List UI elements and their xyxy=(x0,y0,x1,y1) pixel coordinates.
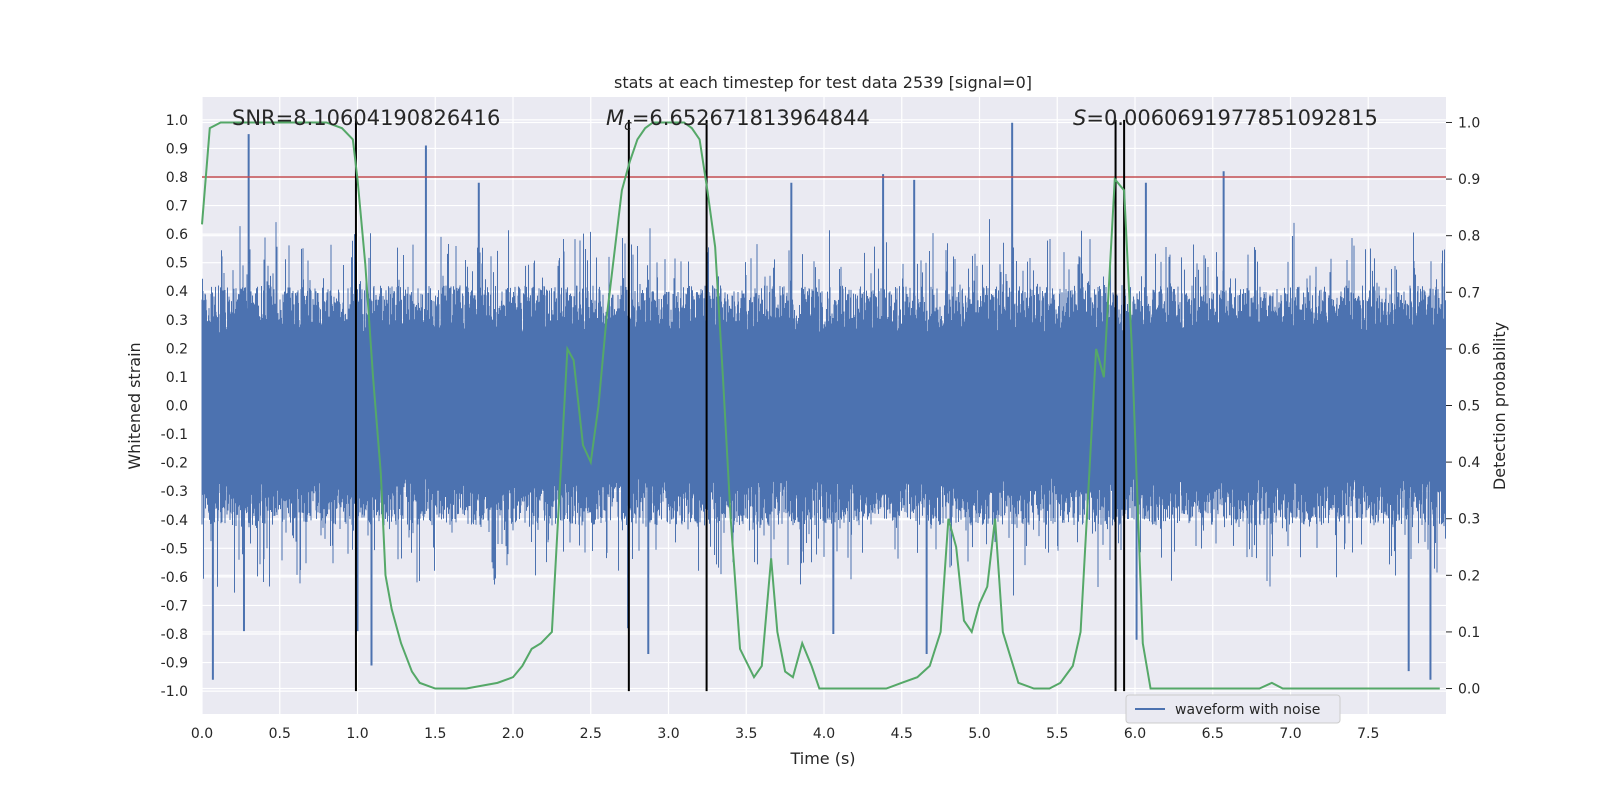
y-tick-label: 0.7 xyxy=(166,199,188,215)
y-tick-label: 0.5 xyxy=(166,256,188,272)
s-symbol: S xyxy=(1073,106,1086,130)
y2-tick-label: 0.6 xyxy=(1458,342,1480,358)
snr-annotation: SNR=8.10604190826416 xyxy=(232,106,500,130)
waveform-noise xyxy=(201,219,1446,596)
chart-title: stats at each timestep for test data 253… xyxy=(614,73,1032,92)
y2-tick-label: 0.4 xyxy=(1458,455,1480,471)
x-tick-label: 4.5 xyxy=(891,726,913,742)
y-tick-label: 0.6 xyxy=(166,227,188,243)
x-tick-label: 0.0 xyxy=(191,726,213,742)
x-tick-label: 1.5 xyxy=(424,726,446,742)
y2-tick-label: 0.9 xyxy=(1458,172,1480,188)
x-tick-label: 2.0 xyxy=(502,726,524,742)
x-tick-label: 4.0 xyxy=(813,726,835,742)
x-tick-label: 5.0 xyxy=(968,726,990,742)
legend-box xyxy=(1125,694,1341,724)
x-tick-label: 6.0 xyxy=(1124,726,1146,742)
x-tick-label: 3.5 xyxy=(735,726,757,742)
x-tick-label: 0.5 xyxy=(269,726,291,742)
y-tick-label: -1.0 xyxy=(161,684,188,700)
mc-value: =6.652671813964844 xyxy=(632,106,870,130)
x-tick-label: 7.0 xyxy=(1279,726,1301,742)
y2-tick-label: 0.2 xyxy=(1458,568,1480,584)
waveform-series xyxy=(201,122,1446,680)
y-tick-label: 0.4 xyxy=(166,284,188,300)
mc-subscript: c xyxy=(624,118,632,134)
y-tick-label: -0.1 xyxy=(161,427,188,443)
y2-tick-label: 0.3 xyxy=(1458,512,1480,528)
overlays xyxy=(202,119,1446,692)
y2-tick-label: 0.0 xyxy=(1458,682,1480,698)
x-tick-label: 2.5 xyxy=(580,726,602,742)
y-tick-label: -0.7 xyxy=(161,598,188,614)
mc-symbol: M xyxy=(606,106,624,130)
probability-line xyxy=(201,121,1440,690)
y-tick-labels: 1.0 0.9 0.8 0.7 0.6 0.5 0.4 0.3 0.2 0.1 0.0 -0.1 -0.… xyxy=(161,113,188,700)
legend: waveform with noise xyxy=(1125,694,1341,724)
y-tick-label: -0.6 xyxy=(161,570,188,586)
x-tick-labels: 0.0 0.5 1.0 1.5 2.0 2.5 3.0 3.5 4.0 4.5 5.0 5.5 6.0 6… xyxy=(191,726,1380,742)
y-tick-label: 0.9 xyxy=(166,141,188,157)
y-axis-label: Whitened strain xyxy=(125,342,144,469)
y-tick-label: -0.9 xyxy=(161,656,188,672)
x-tick-label: 1.0 xyxy=(346,726,368,742)
y-tick-label: -0.8 xyxy=(161,627,188,643)
y-tick-label: 0.2 xyxy=(166,341,188,357)
legend-label: waveform with noise xyxy=(1175,702,1320,718)
s-value: =0.0060691977851092815 xyxy=(1086,106,1378,130)
x-tick-label: 5.5 xyxy=(1046,726,1068,742)
y-tick-label: 0.0 xyxy=(166,399,188,415)
y2-tick-labels: 1.0 0.9 0.8 0.7 0.6 0.5 0.4 0.3 0.2 0.1 0.0 xyxy=(1446,115,1480,698)
y-tick-label: -0.3 xyxy=(161,484,188,500)
y-tick-label: 1.0 xyxy=(166,113,188,129)
x-tick-label: 3.0 xyxy=(657,726,679,742)
y-tick-label: 0.3 xyxy=(166,313,188,329)
x-tick-label: 7.5 xyxy=(1357,726,1379,742)
probability-series xyxy=(201,121,1440,690)
y2-axis-label: Detection probability xyxy=(1490,322,1509,490)
y-tick-label: -0.5 xyxy=(161,541,188,557)
y2-tick-label: 0.8 xyxy=(1458,229,1480,245)
y-tick-label: -0.2 xyxy=(161,456,188,472)
y-tick-label: -0.4 xyxy=(161,513,188,529)
mc-annotation: Mc=6.652671813964844 xyxy=(606,106,870,134)
y2-tick-label: 1.0 xyxy=(1458,115,1480,131)
y2-tick-label: 0.1 xyxy=(1458,625,1480,641)
s-annotation: S=0.0060691977851092815 xyxy=(1073,106,1378,130)
x-axis-label: Time (s) xyxy=(789,749,855,768)
y-tick-label: 0.8 xyxy=(166,170,188,186)
y2-tick-label: 0.5 xyxy=(1458,399,1480,415)
x-tick-label: 6.5 xyxy=(1202,726,1224,742)
y2-tick-label: 0.7 xyxy=(1458,285,1480,301)
y-tick-label: 0.1 xyxy=(166,370,188,386)
